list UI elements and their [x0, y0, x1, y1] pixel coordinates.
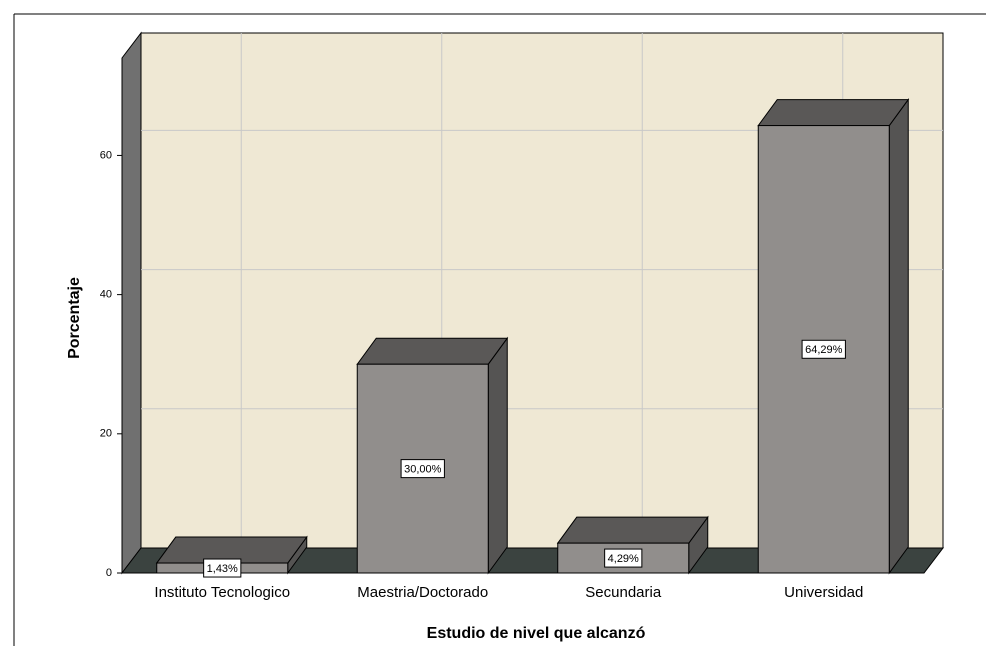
y-tick-label: 60	[100, 149, 112, 161]
bar-top	[556, 516, 709, 544]
value-label-box	[801, 339, 846, 359]
value-label-box	[400, 459, 445, 479]
x-tick-label: Secundaria	[585, 584, 662, 601]
value-label: 4,29%	[608, 553, 639, 565]
value-label-box	[604, 548, 643, 568]
bars: 1,43% 30,00% 4,29% 64,29%	[155, 98, 910, 578]
value-label-box	[203, 558, 242, 578]
bar-side	[487, 336, 508, 575]
bar-side	[888, 98, 909, 575]
value-label: 64,29%	[805, 344, 843, 356]
x-tick-label: Maestria/Doctorado	[357, 584, 488, 601]
bar-top	[757, 99, 910, 127]
x-tick-label: Universidad	[784, 584, 863, 601]
y-tick-label: 40	[100, 289, 112, 301]
value-label: 1,43%	[207, 563, 238, 575]
x-tick-label: Instituto Tecnologico	[154, 584, 290, 601]
y-axis-title: Porcentaje	[66, 277, 83, 359]
value-label: 30,00%	[404, 464, 442, 476]
side-wall	[121, 31, 142, 575]
y-tick-label: 20	[100, 428, 112, 440]
bar-top	[356, 337, 509, 365]
x-axis-title: Estudio de nivel que alcanzó	[427, 625, 646, 642]
y-tick-label: 0	[106, 567, 112, 579]
